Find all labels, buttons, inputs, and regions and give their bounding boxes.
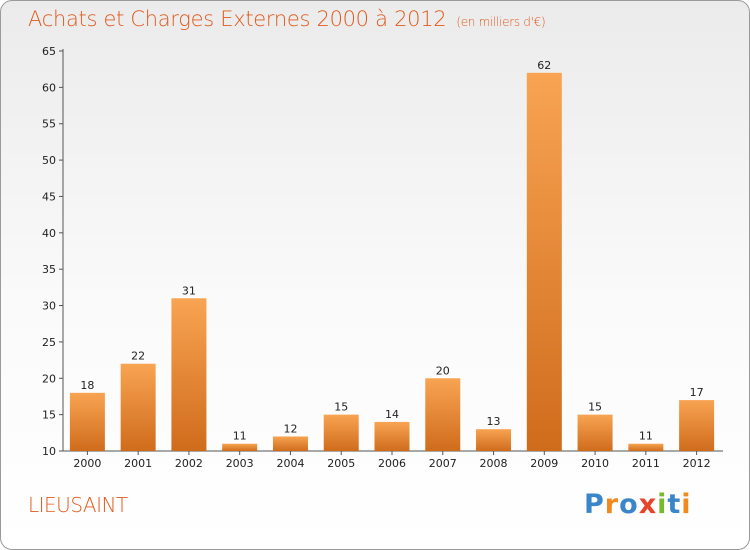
bar [679, 400, 715, 451]
bar [374, 421, 410, 451]
bars: 18 22 31 11 12 15 14 20 13 62 15 11 17 [69, 59, 715, 452]
logo-letter: x [638, 489, 658, 520]
logo-letter: i [657, 489, 668, 520]
y-tick-label: 45 [42, 190, 56, 203]
proxiti-logo[interactable]: Proxiti [584, 489, 692, 520]
bar [526, 72, 562, 452]
x-tick-label: 2011 [632, 457, 660, 470]
x-tick-label: 2009 [530, 457, 558, 470]
bar-value-label: 17 [690, 386, 704, 399]
y-tick-label: 55 [42, 118, 56, 131]
x-tick-label: 2002 [175, 457, 203, 470]
x-tick-label: 2007 [429, 457, 457, 470]
x-tick-label: 2005 [327, 457, 355, 470]
logo-letter: o [619, 489, 639, 520]
bar [69, 392, 105, 451]
city-name: LIEUSAINT [28, 493, 128, 517]
x-tick-label: 2003 [226, 457, 254, 470]
axes: 10 15 20 25 30 35 40 45 50 55 60 65 2000 2001 2002 2003… [42, 45, 723, 470]
logo-letter: t [667, 489, 682, 520]
bar-value-label: 22 [131, 350, 145, 363]
y-tick-label: 35 [42, 263, 56, 276]
bar [577, 414, 613, 451]
bar-value-label: 18 [80, 379, 94, 392]
bar-value-label: 12 [283, 422, 297, 435]
x-tick-label: 2004 [276, 457, 304, 470]
bar [120, 363, 156, 451]
x-tick-label: 2012 [683, 457, 711, 470]
x-tick-label: 2010 [581, 457, 609, 470]
bar-value-label: 31 [182, 284, 196, 297]
y-tick-label: 20 [42, 372, 56, 385]
bar-value-label: 11 [233, 430, 247, 443]
bar-value-label: 20 [436, 364, 450, 377]
bar [171, 298, 207, 451]
bar [425, 378, 461, 451]
y-tick-label: 10 [42, 445, 56, 458]
logo-letter: i [681, 489, 692, 520]
y-tick-label: 60 [42, 81, 56, 94]
bar [628, 443, 664, 451]
x-tick-label: 2000 [73, 457, 101, 470]
bar [272, 436, 308, 451]
x-tick-label: 2008 [480, 457, 508, 470]
x-tick-label: 2001 [124, 457, 152, 470]
chart-unit: (en milliers d'€) [456, 15, 546, 29]
y-tick-label: 30 [42, 300, 56, 313]
y-tick-label: 25 [42, 336, 56, 349]
bar-value-label: 13 [487, 415, 501, 428]
y-tick-label: 50 [42, 154, 56, 167]
bar-value-label: 15 [334, 401, 348, 414]
y-tick-label: 65 [42, 45, 56, 58]
logo-letter: r [604, 489, 620, 520]
bar-value-label: 62 [537, 59, 551, 72]
logo-letter: P [584, 489, 605, 520]
bar [323, 414, 359, 451]
bar-value-label: 11 [639, 430, 653, 443]
bar-value-label: 15 [588, 401, 602, 414]
chart-title: Achats et Charges Externes 2000 à 2012 (e… [28, 7, 546, 31]
y-tick-label: 15 [42, 409, 56, 422]
bar [222, 443, 258, 451]
bar [476, 429, 512, 451]
bar-value-label: 14 [385, 408, 399, 421]
chart-title-text: Achats et Charges Externes 2000 à 2012 [28, 7, 447, 31]
y-tick-label: 40 [42, 227, 56, 240]
x-tick-label: 2006 [378, 457, 406, 470]
